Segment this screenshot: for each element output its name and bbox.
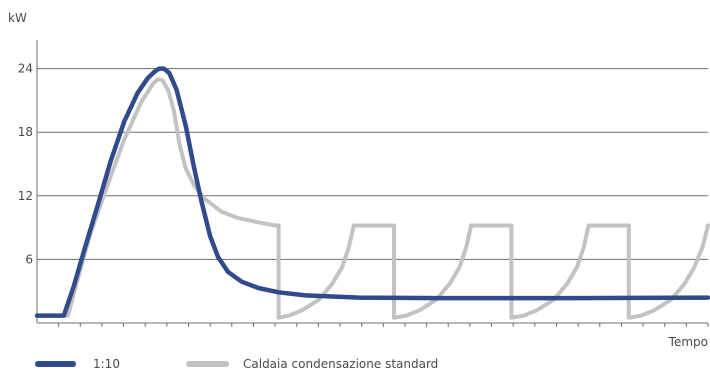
x-axis-label: Tempo — [668, 335, 708, 349]
y-tick-label-6: 6 — [25, 252, 33, 266]
y-tick-labels: 6 12 18 24 — [18, 62, 33, 267]
series-line-caldaia — [35, 77, 710, 320]
series-lines — [34, 66, 710, 320]
y-tick-label-18: 18 — [18, 125, 33, 139]
y-axis-label: kW — [8, 11, 27, 25]
axes — [36, 40, 709, 327]
y-tick-label-24: 24 — [18, 62, 33, 76]
y-tick-label-12: 12 — [18, 189, 33, 203]
series-line-1-10 — [34, 66, 710, 318]
gridlines — [37, 68, 708, 260]
legend-label-caldaia: Caldaia condensazione standard — [243, 357, 438, 371]
legend: 1:10 Caldaia condensazione standard — [35, 357, 438, 371]
legend-label-1-10: 1:10 — [93, 357, 120, 371]
